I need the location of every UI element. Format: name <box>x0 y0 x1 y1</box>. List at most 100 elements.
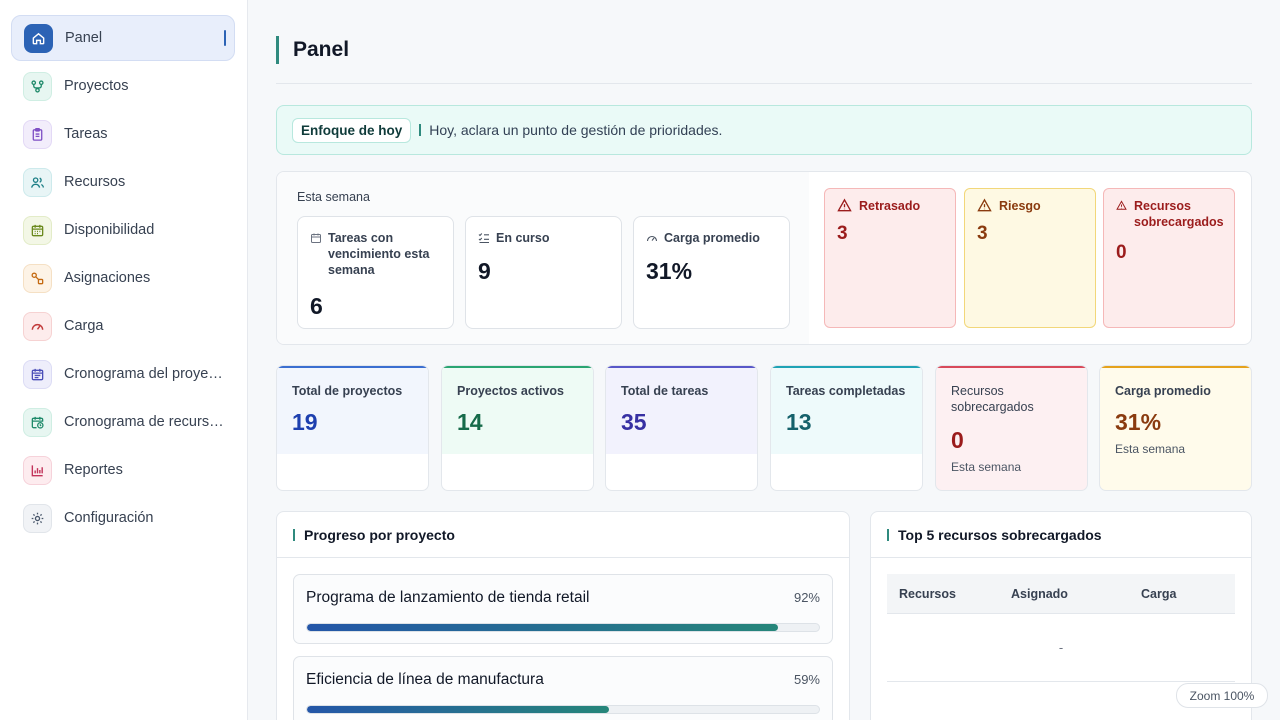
sidebar-item-proyectos[interactable]: Proyectos <box>11 63 235 109</box>
week-panel: Esta semana Tareas con vencimiento esta … <box>276 171 1252 345</box>
progress-track <box>306 623 820 632</box>
bar-chart-icon <box>23 455 52 485</box>
table-header: Recursos Asignado Carga <box>887 574 1235 614</box>
section-marker <box>887 528 889 541</box>
project-progress-panel: Progreso por proyecto Programa de lanzam… <box>276 511 850 720</box>
sidebar-item-recursos[interactable]: Recursos <box>11 159 235 205</box>
sidebar-item-label: Asignaciones <box>64 270 151 286</box>
week-stats: Esta semana Tareas con vencimiento esta … <box>277 172 809 344</box>
sidebar-item-carga[interactable]: Carga <box>11 303 235 349</box>
warning-icon <box>977 198 992 212</box>
empty-row: - <box>887 614 1235 682</box>
alert-card-overloaded[interactable]: Recursos sobrecargados 0 <box>1103 188 1235 328</box>
alert-label: Riesgo <box>999 199 1041 213</box>
sidebar: Panel Proyectos Tareas Recursos Disponib… <box>0 0 248 720</box>
sidebar-item-label: Tareas <box>64 126 108 142</box>
stat-card-due-tasks[interactable]: Tareas con vencimiento esta semana 6 <box>297 216 454 329</box>
kpi-label: Tareas completadas <box>786 384 906 398</box>
sidebar-item-reportes[interactable]: Reportes <box>11 447 235 493</box>
column-header[interactable]: Asignado <box>1011 586 1068 601</box>
active-indicator <box>224 30 226 46</box>
clipboard-icon <box>23 119 52 149</box>
project-name: Programa de lanzamiento de tienda retail <box>306 589 590 606</box>
sidebar-item-tareas[interactable]: Tareas <box>11 111 235 157</box>
gauge-icon <box>646 235 658 242</box>
focus-text: Hoy, aclara un punto de gestión de prior… <box>429 122 723 138</box>
progress-fill <box>307 624 779 631</box>
sidebar-item-label: Carga <box>64 318 104 334</box>
sidebar-item-panel[interactable]: Panel <box>11 15 235 61</box>
sidebar-item-label: Panel <box>65 30 103 46</box>
panel-title: Progreso por proyecto <box>304 526 455 543</box>
warning-icon <box>837 198 852 212</box>
sidebar-item-label: Cronograma de recursos <box>64 414 224 430</box>
panel-title: Top 5 recursos sobrecargados <box>898 526 1102 543</box>
alert-label: Recursos sobrecargados <box>1134 199 1224 229</box>
gear-icon <box>23 503 52 533</box>
kpi-value: 14 <box>457 409 483 435</box>
kpi-card-active-projects[interactable]: Proyectos activos 14 <box>441 365 594 491</box>
sidebar-item-configuracion[interactable]: Configuración <box>11 495 235 541</box>
sidebar-item-disponibilidad[interactable]: Disponibilidad <box>11 207 235 253</box>
kpi-label: Proyectos activos <box>457 384 564 398</box>
alert-value: 3 <box>977 223 988 244</box>
kpi-card-average-load[interactable]: Carga promedio 31% Esta semana <box>1099 365 1252 491</box>
column-header[interactable]: Carga <box>1141 586 1177 601</box>
page-title: Panel <box>276 36 1252 64</box>
project-progress-item[interactable]: Programa de lanzamiento de tienda retail… <box>293 574 833 644</box>
alert-card-risk[interactable]: Riesgo 3 <box>964 188 1096 328</box>
alert-value: 0 <box>1116 242 1127 263</box>
kpi-value: 0 <box>951 427 964 453</box>
project-progress-item[interactable]: Eficiencia de línea de manufactura 59% <box>293 656 833 720</box>
main-content: Panel Enfoque de hoy Hoy, aclara un punt… <box>248 0 1280 720</box>
focus-chip: Enfoque de hoy <box>292 117 412 143</box>
progress-fill <box>307 706 610 713</box>
page-header: Panel <box>276 36 1252 84</box>
calendar-icon <box>311 233 321 243</box>
kpi-label: Recursos sobrecargados <box>951 384 1034 414</box>
alert-value: 3 <box>837 223 848 244</box>
zoom-indicator[interactable]: Zoom 100% <box>1176 683 1268 708</box>
home-icon <box>24 23 53 53</box>
project-percent: 92% <box>793 590 820 605</box>
stat-card-in-progress[interactable]: En curso 9 <box>465 216 622 329</box>
link-icon <box>23 263 52 293</box>
column-header[interactable]: Recursos <box>899 586 956 601</box>
sidebar-item-cronograma-recursos[interactable]: Cronograma de recursos <box>11 399 235 445</box>
kpi-value: 31% <box>1115 409 1162 435</box>
kpi-value: 35 <box>621 409 647 435</box>
sidebar-item-label: Cronograma del proye… <box>64 366 223 382</box>
sidebar-item-label: Disponibilidad <box>64 222 155 238</box>
sidebar-item-asignaciones[interactable]: Asignaciones <box>11 255 235 301</box>
kpi-label: Total de tareas <box>621 384 709 398</box>
kpi-card-completed-tasks[interactable]: Tareas completadas 13 <box>770 365 923 491</box>
kpi-card-total-projects[interactable]: Total de proyectos 19 <box>276 365 429 491</box>
kpi-value: 19 <box>292 409 318 435</box>
stat-label: En curso <box>496 231 550 245</box>
kpi-card-total-tasks[interactable]: Total de tareas 35 <box>605 365 758 491</box>
project-name: Eficiencia de línea de manufactura <box>306 671 544 688</box>
progress-track <box>306 705 820 714</box>
stat-label: Carga promedio <box>664 231 760 245</box>
warning-icon <box>1116 200 1127 210</box>
calendar-icon <box>23 215 52 245</box>
sidebar-item-label: Reportes <box>64 462 123 478</box>
kpi-sub: Esta semana <box>951 460 1022 474</box>
sidebar-item-label: Proyectos <box>64 78 129 94</box>
alert-card-delayed[interactable]: Retrasado 3 <box>824 188 956 328</box>
sidebar-item-cronograma-proyecto[interactable]: Cronograma del proye… <box>11 351 235 397</box>
stat-label: Tareas con vencimiento esta semana <box>328 231 430 277</box>
sidebar-item-label: Configuración <box>64 510 154 526</box>
focus-divider <box>419 124 422 136</box>
kpi-card-overloaded-resources[interactable]: Recursos sobrecargados 0 Esta semana <box>935 365 1088 491</box>
kpi-label: Total de proyectos <box>292 384 403 398</box>
week-alerts: Retrasado 3 Riesgo 3 Recursos sobrecarga… <box>809 172 1251 344</box>
kpi-label: Carga promedio <box>1115 384 1211 398</box>
checklist-icon <box>478 233 489 244</box>
stat-card-average-load[interactable]: Carga promedio 31% <box>633 216 790 329</box>
resources-table: Recursos Asignado Carga - <box>887 574 1235 682</box>
users-icon <box>23 167 52 197</box>
stat-value: 6 <box>310 293 323 319</box>
kpi-value: 13 <box>786 409 812 435</box>
gauge-icon <box>23 311 52 341</box>
